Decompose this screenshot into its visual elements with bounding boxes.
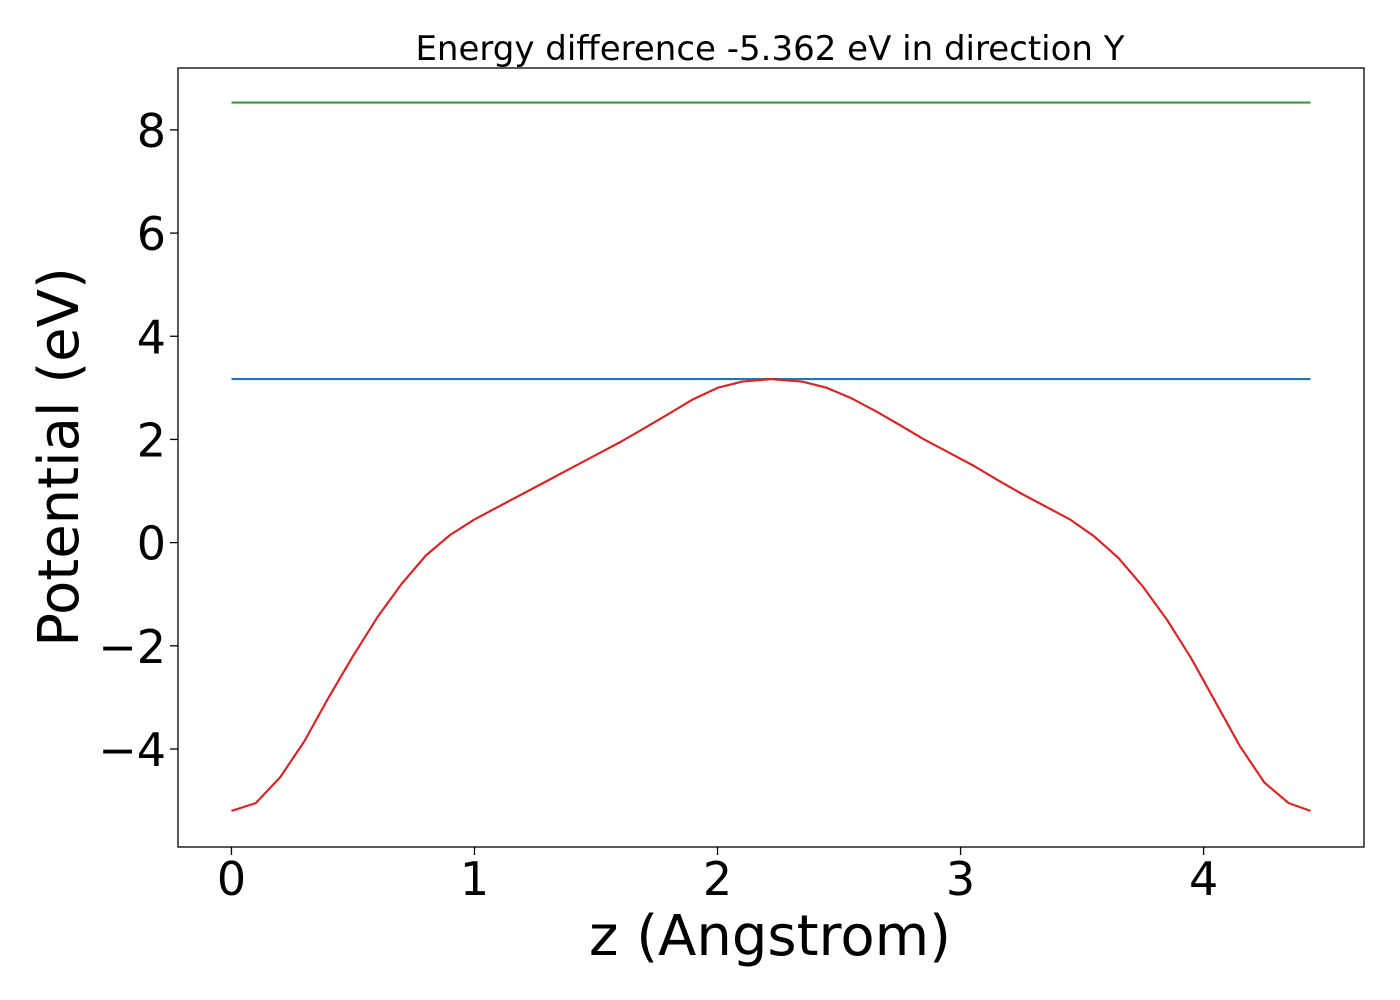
x-tick-label: 1 <box>460 852 489 906</box>
y-tick-label: 4 <box>137 310 166 364</box>
y-axis-ticks: −4 −2 0 2 4 6 8 <box>98 104 178 777</box>
plot-frame <box>177 67 1365 848</box>
y-tick-label: 6 <box>137 207 166 261</box>
series-line-2 <box>231 377 1311 812</box>
x-axis-label: z (Angstrom) <box>589 904 951 969</box>
x-tick-label: 0 <box>217 852 246 906</box>
y-tick-label: −4 <box>98 723 166 777</box>
plot-area <box>231 101 1311 812</box>
x-axis-ticks: 0 1 2 3 4 <box>217 847 1218 906</box>
y-axis-label: Potential (eV) <box>27 267 92 647</box>
x-tick-label: 2 <box>703 852 732 906</box>
x-tick-label: 3 <box>946 852 975 906</box>
y-tick-label: −2 <box>98 620 166 674</box>
y-tick-label: 2 <box>137 413 166 467</box>
chart-title: Energy difference -5.362 eV in direction… <box>415 29 1124 69</box>
y-tick-label: 0 <box>137 517 166 571</box>
x-tick-label: 4 <box>1189 852 1218 906</box>
y-tick-label: 8 <box>137 104 166 158</box>
